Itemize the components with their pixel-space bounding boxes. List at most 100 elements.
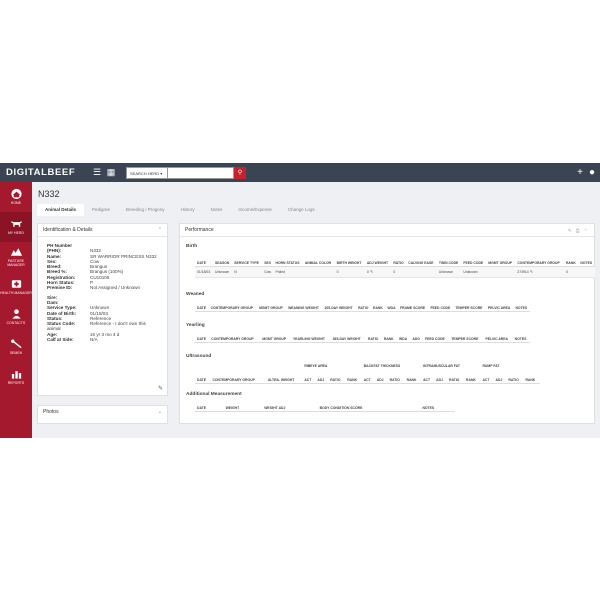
tab-history[interactable]: History bbox=[180, 207, 195, 212]
edit-pencil-icon[interactable]: ✎ bbox=[368, 268, 374, 274]
column-header-mgmt-group[interactable]: MGMT GROUP bbox=[257, 297, 287, 312]
search-scope-dropdown[interactable]: SEARCH HERD ▾ bbox=[126, 166, 168, 179]
column-header-rank[interactable]: RANK bbox=[404, 369, 422, 384]
column-header-yearling-weight[interactable]: YEARLING WEIGHT bbox=[290, 328, 331, 343]
column-header-act[interactable]: ACT bbox=[302, 369, 316, 384]
column-header-body-condition-score[interactable]: BODY CONDITION SCORE bbox=[317, 397, 421, 412]
sidebar-item-contacts[interactable]: CONTACTS bbox=[0, 302, 32, 332]
tab-change-logs[interactable]: Change Logs bbox=[287, 207, 315, 212]
search-input[interactable] bbox=[168, 166, 234, 179]
column-header-rank[interactable]: RANK bbox=[464, 369, 481, 384]
column-header-adj-weight[interactable]: ADJ WEIGHT bbox=[364, 252, 392, 267]
column-header-ratio[interactable]: RATIO bbox=[356, 297, 371, 312]
column-header-adg[interactable]: ADG bbox=[410, 328, 424, 343]
column-header-birth-weight[interactable]: BIRTH WEIGHT bbox=[334, 252, 365, 267]
column-header-ratio[interactable]: RATIO bbox=[328, 369, 346, 384]
column-header-ratio[interactable]: RATIO bbox=[391, 252, 407, 267]
column-header-contemporary-group[interactable]: CONTEMPORARY GROUP bbox=[515, 252, 564, 267]
column-header-act[interactable]: ACT bbox=[421, 369, 435, 384]
column-header-adj[interactable]: ADJ bbox=[493, 369, 507, 384]
column-header-date[interactable]: DATE bbox=[195, 397, 224, 412]
column-header-notes[interactable]: NOTES bbox=[578, 252, 595, 267]
column-header-feed-code[interactable]: FEED CODE bbox=[428, 297, 454, 312]
column-header-temper-score[interactable]: TEMPER SCORE bbox=[449, 328, 484, 343]
column-header-feed-code[interactable]: FEED CODE bbox=[461, 252, 487, 267]
column-header-twin-code[interactable]: TWIN CODE bbox=[436, 252, 462, 267]
column-header-ratio[interactable]: RATIO bbox=[447, 369, 465, 384]
column-header-adj[interactable]: ADJ bbox=[315, 369, 329, 384]
column-header-365-day-weight[interactable]: 365-DAY WEIGHT bbox=[330, 328, 367, 343]
column-header-205-day-weight[interactable]: 205-DAY WEIGHT bbox=[322, 297, 357, 312]
edit-icon[interactable]: ✎ bbox=[157, 386, 163, 392]
sidebar-item-my-herd[interactable]: MY HERD bbox=[0, 212, 32, 242]
column-header-rank[interactable]: RANK bbox=[345, 369, 362, 384]
column-header-wda[interactable]: WDA bbox=[396, 328, 411, 343]
menu-icon[interactable]: ☰ bbox=[92, 167, 102, 177]
column-header-rank[interactable]: RANK bbox=[371, 297, 386, 312]
column-header-weight[interactable]: WEIGHT bbox=[223, 397, 263, 412]
column-header-ratio[interactable]: RATIO bbox=[506, 369, 524, 384]
column-header-horn-status[interactable]: HORN STATUS bbox=[273, 252, 303, 267]
column-header-rank[interactable]: RANK bbox=[523, 369, 540, 384]
sidebar-item-health-manager[interactable]: HEALTH MANAGER bbox=[0, 272, 32, 302]
performance-tool-icons[interactable]: ✎ ⎙ ⌃ bbox=[567, 228, 589, 233]
photos-header[interactable]: Photos ⌄ bbox=[38, 406, 167, 419]
app-logo[interactable]: DIGITALBEEF bbox=[6, 167, 76, 178]
tab-notes[interactable]: Notes bbox=[210, 207, 223, 212]
column-header-contemporary-group[interactable]: CONTEMPORARY GROUP bbox=[208, 297, 258, 312]
column-header-notes[interactable]: NOTES bbox=[512, 328, 530, 343]
tab-pedigree[interactable]: Pedigree bbox=[92, 207, 111, 212]
column-header-frame-score[interactable]: FRAME SCORE bbox=[398, 297, 429, 312]
column-header-contemporary-group[interactable]: CONTEMPORARY GROUP bbox=[209, 328, 261, 343]
chevron-down-icon[interactable]: ⌄ bbox=[157, 409, 162, 415]
column-header-sex[interactable]: SEX bbox=[262, 252, 274, 267]
identification-header[interactable]: Identification & Details ⌃ bbox=[38, 224, 167, 237]
column-header-rank[interactable]: RANK bbox=[381, 328, 397, 343]
table-row[interactable]: 01/18/03 Unknown N Cow Polled 0 0 ✎ 0 Unknown Unk… bbox=[195, 266, 595, 278]
cell-value: 0 bbox=[366, 269, 369, 274]
additional-section-title: Additional Measurement bbox=[186, 392, 242, 397]
column-header-service-type[interactable]: SERVICE TYPE bbox=[232, 252, 263, 267]
column-header-ultra-weight[interactable]: ULTRA. WEIGHT bbox=[265, 369, 303, 384]
column-header-date[interactable]: DATE bbox=[195, 297, 209, 312]
column-header-animal-color[interactable]: ANIMAL COLOR bbox=[302, 252, 335, 267]
column-header-feed-code[interactable]: FEED CODE bbox=[423, 328, 450, 343]
column-header-contemporary-group[interactable]: CONTEMPORARY GROUP bbox=[210, 369, 266, 384]
search-button[interactable]: ⚲ bbox=[234, 166, 246, 179]
column-header-act[interactable]: ACT bbox=[361, 369, 375, 384]
column-header-pelvic-area[interactable]: PELVIC AREA bbox=[485, 297, 514, 312]
column-header-weight-adj[interactable]: WEIGHT ADJ bbox=[262, 397, 318, 412]
column-header-notes[interactable]: NOTES bbox=[420, 397, 455, 412]
column-header-notes[interactable]: NOTES bbox=[513, 297, 530, 312]
tab-income-expense[interactable]: Income/Expense bbox=[238, 207, 272, 212]
chevron-up-icon[interactable]: ⌃ bbox=[157, 227, 162, 233]
column-header-mgmt-group[interactable]: MGMT GROUP bbox=[260, 328, 291, 343]
column-header-ratio[interactable]: RATIO bbox=[387, 369, 405, 384]
column-header-wda[interactable]: WDA bbox=[385, 297, 399, 312]
column-header-date[interactable]: DATE bbox=[195, 252, 214, 267]
sidebar-item-semen[interactable]: SEMEN bbox=[0, 332, 32, 362]
tab-animal-details[interactable]: Animal Details bbox=[37, 204, 85, 216]
tab-breeding-progeny[interactable]: Breeding / Progeny bbox=[126, 207, 165, 212]
column-header-adj[interactable]: ADJ bbox=[434, 369, 448, 384]
column-header-date[interactable]: DATE bbox=[195, 369, 211, 384]
column-header-calving-ease[interactable]: CALVING EASE bbox=[406, 252, 437, 267]
sidebar-item-reports[interactable]: REPORTS bbox=[0, 362, 32, 392]
column-header-ratio[interactable]: RATIO bbox=[366, 328, 382, 343]
column-header-date[interactable]: DATE bbox=[195, 328, 210, 343]
column-header-mgmt-group[interactable]: MGMT GROUP bbox=[486, 252, 516, 267]
column-header-weaning-weight[interactable]: WEANING WEIGHT bbox=[286, 297, 323, 312]
add-icon[interactable]: + bbox=[577, 167, 583, 178]
edit-pencil-icon[interactable]: ✎ bbox=[528, 268, 534, 274]
column-header-act[interactable]: ACT bbox=[480, 369, 494, 384]
column-header-temper-score[interactable]: TEMPER SCORE bbox=[453, 297, 486, 312]
user-icon[interactable]: ● bbox=[588, 167, 595, 178]
column-header-season[interactable]: SEASON bbox=[213, 252, 233, 267]
sidebar-item-label: SEMEN bbox=[9, 351, 23, 356]
column-header-adj[interactable]: ADJ bbox=[374, 369, 388, 384]
sidebar-item-pasture-manager[interactable]: PASTURE MANAGER bbox=[0, 242, 32, 272]
column-header-pelvic-area[interactable]: PELVIC AREA bbox=[483, 328, 513, 343]
column-header-rank[interactable]: RANK bbox=[563, 252, 579, 267]
sidebar-item-home[interactable]: HOME bbox=[0, 182, 32, 212]
calendar-icon[interactable]: ▦ bbox=[106, 167, 116, 177]
